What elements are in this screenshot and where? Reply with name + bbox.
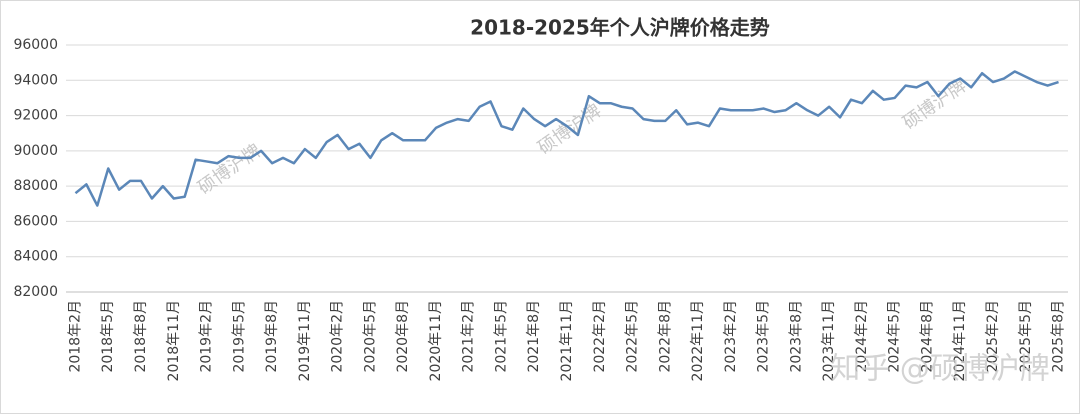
x-tick-label: 2024年5月 [887, 300, 903, 373]
x-tick-label: 2020年11月 [428, 300, 444, 381]
x-tick-label: 2024年8月 [919, 300, 935, 373]
x-tick-label: 2020年2月 [330, 300, 346, 373]
x-tick-label: 2023年8月 [788, 300, 804, 373]
line [74, 70, 1059, 207]
x-tick-label: 2018年2月 [67, 300, 83, 373]
x-tick-label: 2018年5月 [100, 300, 116, 373]
x-tick-label: 2023年11月 [821, 300, 837, 381]
x-tick-label: 2020年8月 [395, 300, 411, 373]
x-tick-label: 2022年8月 [657, 300, 673, 373]
x-tick-label: 2021年8月 [526, 300, 542, 373]
x-tick-label: 2025年5月 [1018, 300, 1034, 373]
y-tick-label: 82000 [13, 284, 58, 300]
x-tick-label: 2024年11月 [952, 300, 968, 381]
y-tick-label: 96000 [13, 37, 58, 53]
x-tick-label: 2018年8月 [133, 300, 149, 373]
x-tick-label: 2021年5月 [493, 300, 509, 373]
y-tick-label: 88000 [13, 178, 58, 194]
x-tick-label: 2024年2月 [854, 300, 870, 373]
y-tick-label: 84000 [13, 249, 58, 265]
x-tick-label: 2023年5月 [756, 300, 772, 373]
x-tick-label: 2023年2月 [723, 300, 739, 373]
y-tick-label: 86000 [13, 213, 58, 229]
x-tick-label: 2022年11月 [690, 300, 706, 381]
y-tick-label: 90000 [13, 143, 58, 159]
x-tick-label: 2025年2月 [985, 300, 1001, 373]
x-tick-label: 2019年8月 [264, 300, 280, 373]
chart-title: 2018-2025年个人沪牌价格走势 [470, 16, 770, 40]
x-tick-label: 2022年5月 [625, 300, 641, 373]
x-tick-label: 2019年11月 [297, 300, 313, 381]
x-tick-label: 2025年8月 [1051, 300, 1067, 373]
x-tick-label: 2020年5月 [362, 300, 378, 373]
x-tick-label: 2022年2月 [592, 300, 608, 373]
y-tick-label: 94000 [13, 72, 58, 88]
credit: 知乎 @硕博沪牌 [830, 352, 1050, 387]
x-tick-label: 2019年2月 [199, 300, 215, 373]
x-tick-label: 2018年11月 [166, 300, 182, 381]
x-tick-label: 2021年2月 [461, 300, 477, 373]
x-tick-label: 2019年5月 [231, 300, 247, 373]
y-tick-label: 92000 [13, 108, 58, 124]
x-tick-label: 2021年11月 [559, 300, 575, 381]
